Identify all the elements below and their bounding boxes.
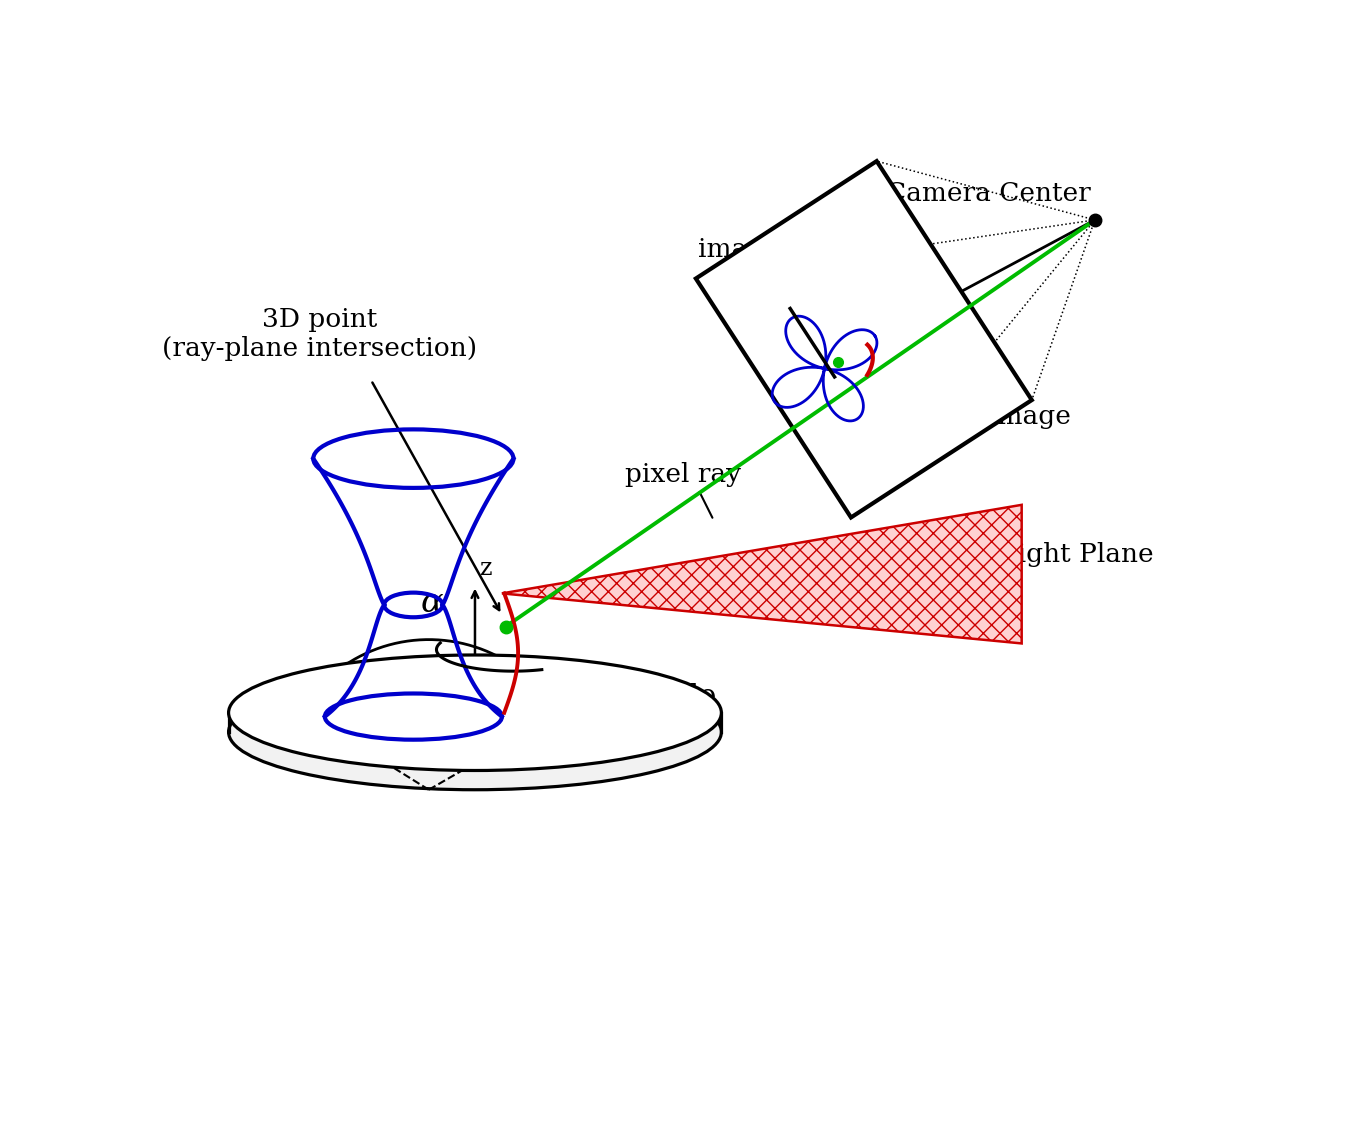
Polygon shape (696, 161, 1032, 517)
Text: pixel ray: pixel ray (625, 462, 741, 487)
Ellipse shape (229, 674, 722, 790)
Ellipse shape (229, 655, 722, 771)
Text: Image: Image (986, 403, 1071, 428)
Text: α: α (421, 587, 444, 619)
Text: x: x (403, 715, 416, 737)
Text: y: y (562, 711, 574, 734)
Text: z: z (479, 557, 492, 579)
Text: 3D point
(ray-plane intersection): 3D point (ray-plane intersection) (162, 307, 477, 361)
Text: Camera Center: Camera Center (886, 181, 1091, 206)
Polygon shape (501, 505, 1022, 644)
Text: image pixel: image pixel (697, 237, 852, 261)
Text: Rotation Angle: Rotation Angle (496, 683, 717, 711)
Text: Light Plane: Light Plane (1000, 542, 1154, 567)
